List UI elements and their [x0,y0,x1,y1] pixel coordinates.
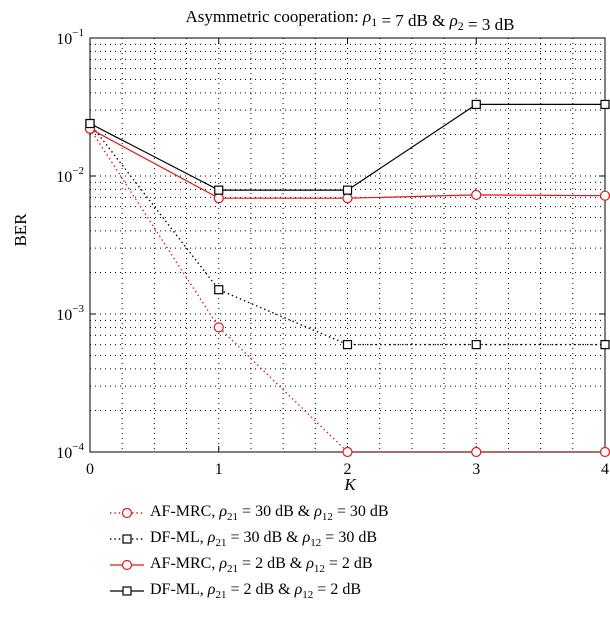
y-axis-label: BER [11,213,30,247]
data-point [471,99,481,110]
series-2 [84,123,610,204]
data-point [599,190,610,201]
data-point [599,446,610,458]
y-tick-label: 10−3 [56,303,84,324]
series-line [89,123,605,346]
data-point [600,340,610,350]
data-point [342,446,353,458]
legend-label: DF-ML, ρ21 = 2 dB & ρ12 = 2 dB [150,580,361,602]
series-line [89,103,605,191]
axes-box [89,37,606,453]
data-point [342,340,353,350]
data-point [471,189,482,200]
data-point [342,193,353,204]
y-tick-label: 10−4 [56,441,84,462]
data-point [214,185,224,195]
legend-sample-af-mrc-2db [110,559,144,571]
series-0 [84,123,610,458]
legend-label: DF-ML, ρ21 = 30 dB & ρ12 = 30 dB [150,528,377,550]
x-tick-label: 1 [215,461,223,478]
legend-item: DF-ML, ρ21 = 30 dB & ρ12 = 30 dB [108,526,389,552]
data-point [600,99,610,110]
data-point [85,118,95,129]
series-3 [85,99,610,195]
legend-item: AF-MRC, ρ21 = 30 dB & ρ12 = 30 dB [108,500,389,526]
y-tick-label: 10−2 [56,165,84,186]
chart-legend: AF-MRC, ρ21 = 30 dB & ρ12 = 30 dB DF-ML,… [108,500,389,604]
legend-sample-af-mrc-30db [110,507,144,519]
data-point [213,193,224,204]
legend-item: DF-ML, ρ21 = 2 dB & ρ12 = 2 dB [108,578,389,604]
axis-ticks: 0 1 2 3 4 10−1 10−2 10−3 10−4 [56,27,609,478]
data-point [471,340,481,350]
data-point [471,446,482,458]
legend-marker [122,534,132,544]
x-tick-label: 0 [86,461,94,478]
x-tick-label: 3 [472,461,480,478]
ber-chart: 0 1 2 3 4 10−1 10−2 10−3 10−4 Asymmetric coopera… [11,7,610,494]
x-tick-label: 4 [601,461,609,478]
legend-label: AF-MRC, ρ21 = 2 dB & ρ12 = 2 dB [150,554,373,576]
data-point [214,285,224,295]
data-point [213,322,224,333]
legend-sample-df-ml-30db [110,534,144,544]
data-point [342,185,353,195]
legend-marker [122,586,132,596]
legend-label: AF-MRC, ρ21 = 30 dB & ρ12 = 30 dB [150,502,389,524]
chart-title: Asymmetric cooperation: ρ1 = 7 dB & ρ2 =… [186,7,515,34]
series-layer [84,99,610,458]
x-tick-label: 2 [344,461,352,478]
legend-marker [121,559,133,571]
grid-lines [90,38,605,452]
legend-item: AF-MRC, ρ21 = 2 dB & ρ12 = 2 dB [108,552,389,578]
legend-sample-df-ml-2db [110,586,144,596]
y-tick-label: 10−1 [56,27,84,48]
x-axis-label: K [343,475,357,494]
legend-marker [121,507,133,519]
